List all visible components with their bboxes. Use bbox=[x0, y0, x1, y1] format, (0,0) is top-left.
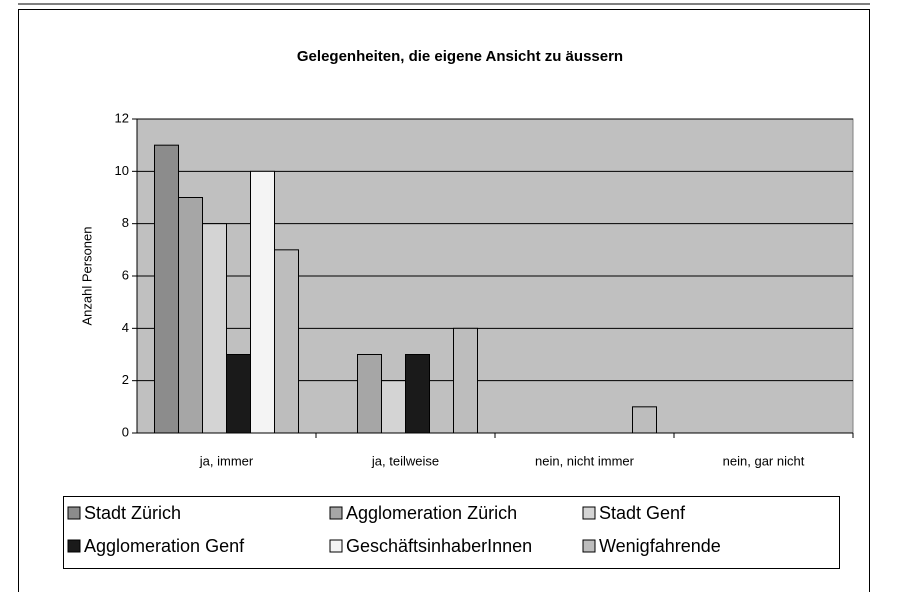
legend-label: GeschäftsinhaberInnen bbox=[346, 536, 532, 556]
legend-label: Agglomeration Genf bbox=[84, 536, 245, 556]
bar bbox=[357, 354, 382, 434]
bar bbox=[226, 354, 251, 434]
x-tick-label: nein, nicht immer bbox=[535, 453, 635, 468]
bar bbox=[453, 327, 478, 434]
legend-swatch bbox=[329, 506, 343, 520]
bar bbox=[250, 170, 275, 434]
legend-swatch bbox=[67, 506, 81, 520]
bar bbox=[405, 354, 430, 434]
bar bbox=[154, 144, 179, 434]
y-tick-label: 2 bbox=[122, 372, 129, 387]
bar bbox=[381, 380, 406, 434]
y-axis-label: Anzahl Personen bbox=[79, 226, 94, 325]
legend-swatch bbox=[582, 506, 596, 520]
legend-label: Stadt Zürich bbox=[84, 503, 181, 523]
bar bbox=[202, 223, 227, 434]
y-tick-label: 6 bbox=[122, 267, 129, 282]
legend-swatch bbox=[329, 539, 343, 553]
bar bbox=[632, 406, 657, 434]
legend-label: Agglomeration Zürich bbox=[346, 503, 517, 523]
x-tick-label: nein, gar nicht bbox=[723, 453, 805, 468]
legend-label: Stadt Genf bbox=[599, 503, 686, 523]
legend-swatch bbox=[582, 539, 596, 553]
chart-title: Gelegenheiten, die eigene Ansicht zu äus… bbox=[297, 48, 623, 65]
legend-label: Wenigfahrende bbox=[599, 536, 721, 556]
legend-box bbox=[63, 496, 840, 569]
x-tick-label: ja, teilweise bbox=[371, 453, 439, 468]
bar bbox=[178, 197, 203, 434]
legend-swatch bbox=[67, 539, 81, 553]
y-tick-label: 4 bbox=[122, 320, 129, 335]
y-tick-label: 10 bbox=[115, 163, 129, 178]
y-tick-label: 0 bbox=[122, 424, 129, 439]
y-tick-label: 12 bbox=[115, 110, 129, 125]
x-tick-label: ja, immer bbox=[199, 453, 254, 468]
y-tick-label: 8 bbox=[122, 215, 129, 230]
bar bbox=[274, 249, 299, 434]
